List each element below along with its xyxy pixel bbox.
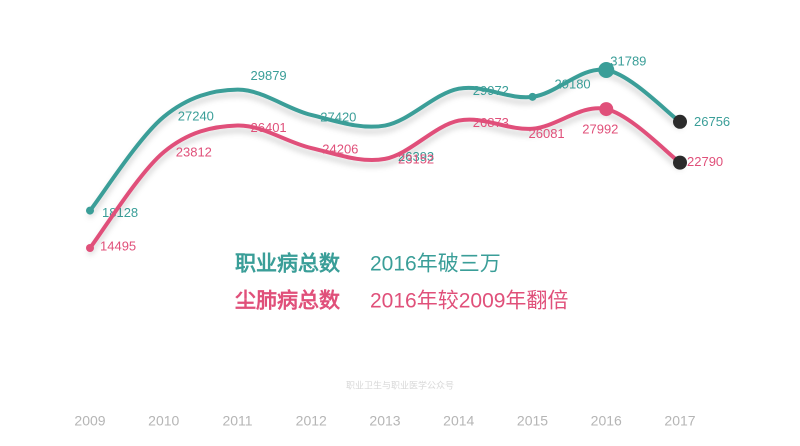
point [673, 155, 687, 170]
data-label: 26756 [694, 114, 730, 129]
annotation: 2016年较2009年翻倍 [370, 290, 568, 313]
data-label: 27420 [320, 109, 356, 124]
legend-label: 职业病总数 [235, 252, 341, 276]
series-line [88, 67, 682, 213]
x-tick-label: 2013 [369, 413, 400, 429]
point [86, 244, 94, 252]
x-tick-label: 2017 [664, 413, 695, 429]
point [673, 114, 687, 129]
data-label: 14495 [100, 238, 136, 253]
point [598, 62, 615, 78]
point [528, 92, 537, 101]
point [86, 206, 94, 215]
data-label: 29879 [251, 68, 287, 83]
data-label: 29180 [555, 76, 591, 91]
data-label: 22790 [687, 154, 723, 169]
data-label: 24206 [322, 141, 358, 156]
data-label: 27240 [178, 108, 214, 123]
data-label: 27992 [582, 122, 618, 137]
data-label: 29972 [473, 83, 509, 98]
x-tick-label: 2015 [517, 413, 548, 429]
data-label: 26873 [473, 115, 509, 130]
data-label: 23152 [398, 151, 434, 166]
x-tick-label: 2012 [296, 413, 327, 429]
x-tick-label: 2014 [443, 413, 474, 429]
x-tick-label: 2010 [148, 413, 179, 429]
point [599, 102, 614, 117]
watermark: 职业卫生与职业医学公众号 [346, 379, 454, 390]
x-tick-label: 2016 [591, 413, 622, 429]
data-label: 26401 [251, 120, 287, 135]
legend-label: 尘肺病总数 [235, 289, 341, 313]
data-label: 23812 [176, 145, 212, 160]
series-line [88, 106, 682, 250]
data-label: 31789 [610, 53, 646, 68]
x-tick-label: 2009 [74, 413, 105, 429]
data-label: 26081 [529, 126, 565, 141]
data-label: 26393 [398, 149, 434, 164]
x-tick-label: 2011 [222, 413, 252, 429]
annotation: 2016年破三万 [370, 253, 501, 276]
